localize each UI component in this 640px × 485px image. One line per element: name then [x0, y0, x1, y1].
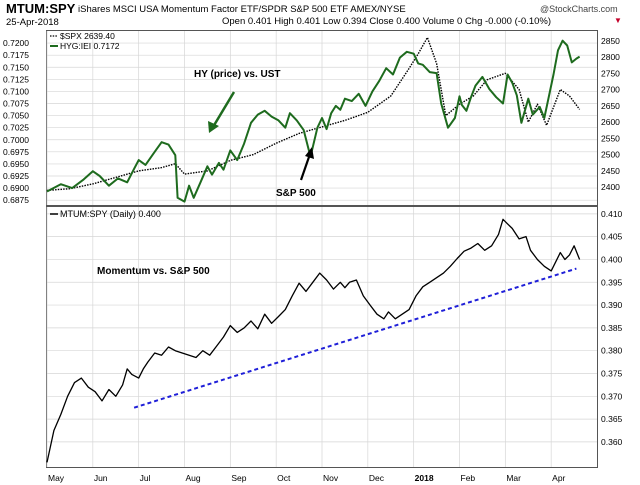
right-tick-label: 2850: [601, 36, 620, 46]
annotation-arrow-sp500: [299, 153, 312, 181]
right-tick-label: 0.380: [601, 346, 623, 356]
annotation-sp500: S&P 500: [276, 188, 316, 199]
watermark: @StockCharts.com: [540, 4, 618, 14]
axis-labels: 0.7200 0.7175 0.7150 0.7125 0.7100 0.7075 0.70…: [3, 36, 623, 483]
x-tick-label: Apr: [552, 473, 565, 483]
left-tick-label: 0.7175: [3, 50, 29, 60]
chart-description: iShares MSCI USA Momentum Factor ETF/SPD…: [78, 4, 406, 15]
right-tick-label: 2800: [601, 52, 620, 62]
right-tick-label: 2550: [601, 133, 620, 143]
left-tick-label: 0.6950: [3, 159, 29, 169]
left-tick-label: 0.6975: [3, 147, 29, 157]
annotation-arrow-hy: [211, 91, 236, 128]
left-tick-label: 0.7125: [3, 74, 29, 84]
chart-date: 25-Apr-2018: [6, 17, 59, 28]
right-tick-label: 0.360: [601, 437, 623, 447]
right-tick-label: 0.395: [601, 277, 623, 287]
right-tick-label: 0.375: [601, 368, 623, 378]
right-tick-label: 0.370: [601, 391, 623, 401]
left-tick-label: 0.7200: [3, 38, 29, 48]
right-tick-label: 0.410: [601, 209, 623, 219]
arrowhead-hy-icon: [208, 121, 219, 133]
x-tick-label: Sep: [231, 473, 246, 483]
right-tick-label: 2450: [601, 166, 620, 176]
legend-spx: $SPX 2639.40: [60, 31, 115, 41]
right-tick-label: 0.390: [601, 300, 623, 310]
x-tick-label: Jul: [140, 473, 151, 483]
arrowhead-sp500-icon: [305, 147, 314, 159]
legend-mtum-spy: MTUM:SPY (Daily) 0.400: [60, 209, 161, 219]
right-tick-label: 2750: [601, 68, 620, 78]
x-tick-label: May: [48, 473, 65, 483]
left-tick-label: 0.7025: [3, 123, 29, 133]
left-tick-label: 0.7100: [3, 86, 29, 96]
left-tick-label: 0.6875: [3, 195, 29, 205]
down-arrow-icon: ▼: [614, 16, 622, 25]
x-tick-label: Oct: [277, 473, 291, 483]
series-layer: [46, 36, 581, 463]
x-tick-label: Mar: [506, 473, 521, 483]
right-tick-label: 0.405: [601, 232, 623, 242]
right-tick-label: 2500: [601, 150, 620, 160]
left-tick-label: 0.6925: [3, 171, 29, 181]
chart-symbol: MTUM:SPY: [6, 1, 76, 16]
left-tick-label: 0.7150: [3, 62, 29, 72]
left-tick-label: 0.7000: [3, 135, 29, 145]
annotation-hy-vs-ust: HY (price) vs. UST: [194, 69, 281, 80]
x-tick-label: Jun: [94, 473, 108, 483]
x-tick-label: Nov: [323, 473, 339, 483]
left-tick-label: 0.6900: [3, 183, 29, 193]
left-tick-label: 0.7075: [3, 99, 29, 109]
trendline-dashed: [133, 267, 577, 409]
right-tick-label: 0.385: [601, 323, 623, 333]
right-tick-label: 2700: [601, 85, 620, 95]
right-tick-label: 2650: [601, 101, 620, 111]
hyg-iei-line: [46, 39, 581, 203]
left-tick-label: 0.7050: [3, 111, 29, 121]
x-tick-label: Dec: [369, 473, 385, 483]
mtum-spy-line: [46, 218, 581, 463]
right-tick-label: 0.400: [601, 254, 623, 264]
x-tick-label: 2018: [415, 473, 434, 483]
bottom-panel-grid: [46, 207, 597, 467]
right-tick-label: 2600: [601, 117, 620, 127]
right-tick-label: 0.365: [601, 414, 623, 424]
right-tick-label: 2400: [601, 182, 620, 192]
x-tick-label: Feb: [461, 473, 476, 483]
annotation-momentum: Momentum vs. S&P 500: [97, 266, 210, 277]
ohlc-readout: Open 0.401 High 0.401 Low 0.394 Close 0.…: [222, 16, 552, 27]
legend-hyg-iei: HYG:IEI 0.7172: [60, 41, 120, 51]
x-tick-label: Aug: [186, 473, 201, 483]
